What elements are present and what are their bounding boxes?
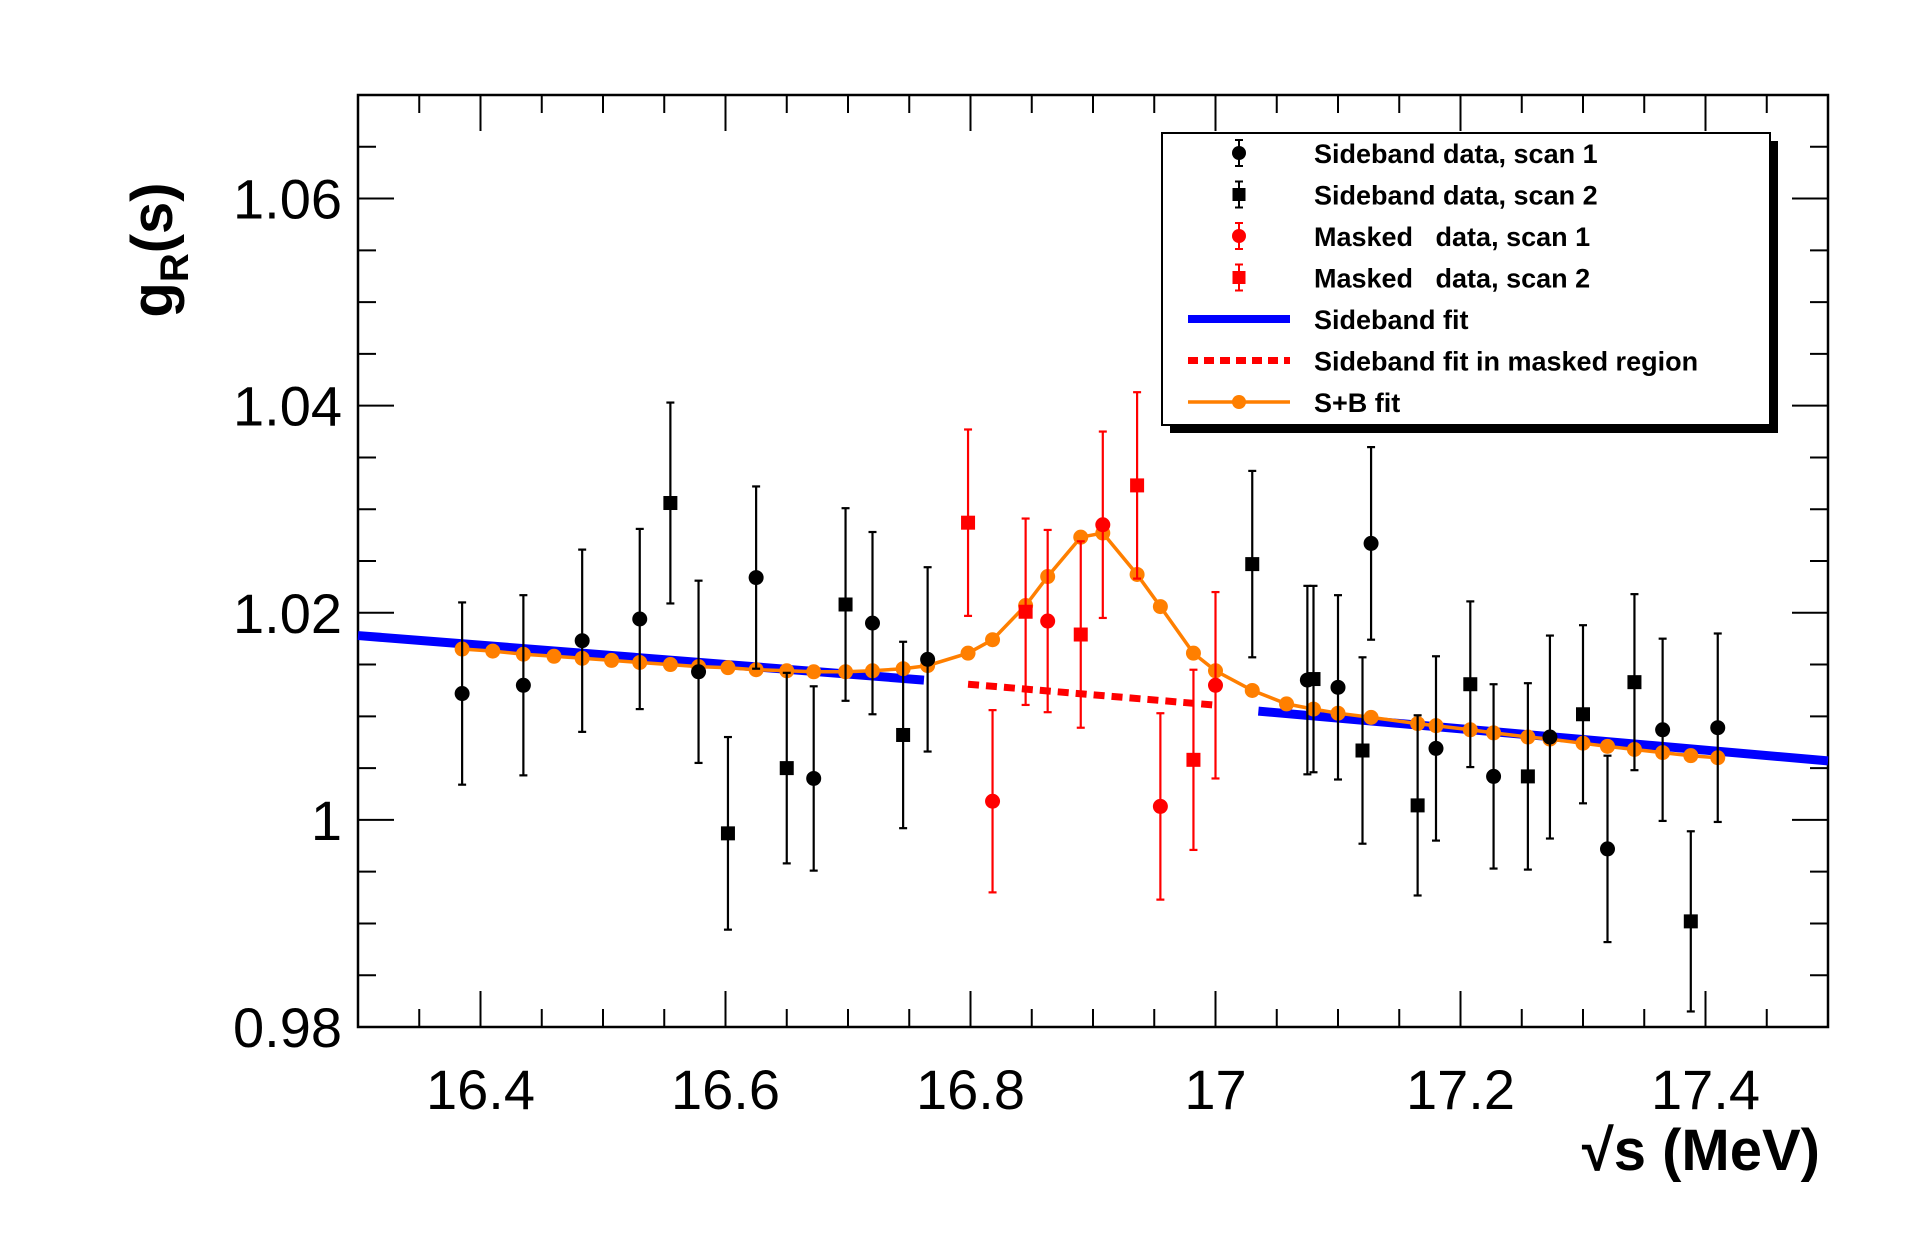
data-point-square (838, 597, 853, 612)
legend-marker-square (1232, 188, 1246, 201)
legend-box (1161, 132, 1771, 426)
data-point-circle (1600, 841, 1615, 857)
sb-fit-point (1279, 696, 1295, 712)
sb-fit-line (461, 531, 1718, 760)
data-point-square (663, 496, 678, 511)
legend-label: Masked data, scan 1 (1314, 222, 1590, 252)
data-point-circle (1208, 677, 1223, 693)
sb-fit-point (604, 652, 620, 668)
sb-fit-point (1683, 748, 1699, 764)
legend-marker-square (1232, 271, 1246, 284)
y-tick-label: 1.02 (233, 582, 342, 645)
y-axis-title: gR(s) (120, 182, 197, 317)
sb-fit-point (960, 645, 976, 661)
sb-fit-point (1363, 709, 1379, 725)
data-point-square (896, 727, 911, 742)
data-points (454, 391, 1726, 1013)
x-tick-label: 16.6 (671, 1058, 780, 1121)
y-axis-title-main: g (120, 282, 185, 317)
data-point-square (1130, 478, 1145, 493)
x-tick-label: 16.4 (426, 1058, 535, 1121)
data-point-circle (985, 793, 1001, 809)
axis-labels: √s (MeV) gR(s) (120, 182, 1820, 1183)
sb-fit-point (662, 657, 678, 673)
data-point-circle (1655, 722, 1671, 738)
legend-label: Sideband fit in masked region (1314, 347, 1698, 377)
data-point-circle (1542, 729, 1558, 745)
legend: Sideband data, scan 1 Sideband data, scan… (1161, 132, 1778, 433)
data-point-circle (691, 664, 707, 680)
data-point-circle (748, 570, 764, 586)
x-tick-label: 17 (1184, 1058, 1246, 1121)
legend-marker-circle (1232, 395, 1246, 409)
data-point-circle (574, 633, 590, 649)
data-point-circle (1152, 798, 1168, 814)
sb-fit-point (720, 660, 736, 676)
y-axis-title-sub: R (153, 253, 197, 282)
sb-fit-point (1600, 738, 1615, 754)
data-point-circle (1486, 768, 1502, 784)
data-point-square (1245, 557, 1260, 572)
x-tick-label: 17.4 (1651, 1058, 1760, 1121)
sb-fit-point (779, 663, 795, 679)
data-point-square (1463, 677, 1478, 692)
y-tick-label: 0.98 (233, 996, 342, 1059)
data-point-square (1576, 707, 1590, 722)
data-point-square (1627, 675, 1642, 690)
data-point-circle (1330, 679, 1346, 695)
legend-label: Sideband data, scan 1 (1314, 139, 1598, 169)
data-point-circle (865, 615, 880, 631)
data-point-circle (632, 611, 648, 627)
sb-fit-point (546, 648, 562, 664)
data-point-square (720, 826, 735, 841)
y-tick-label: 1.04 (233, 375, 342, 438)
x-tick-label: 16.8 (916, 1058, 1025, 1121)
legend-label: S+B fit (1314, 388, 1400, 418)
legend-label: Sideband fit (1314, 305, 1469, 335)
data-point-square (779, 761, 794, 776)
y-tick-label: 1 (311, 789, 342, 852)
data-point-circle (920, 651, 936, 667)
data-point-square (1683, 914, 1698, 929)
data-point-circle (806, 770, 822, 786)
data-point-circle (515, 677, 531, 693)
x-tick-label: 17.2 (1406, 1058, 1515, 1121)
data-point-square (1073, 627, 1088, 642)
data-point-square (1520, 769, 1535, 784)
data-point-circle (1095, 517, 1111, 533)
legend-marker-circle (1232, 229, 1246, 243)
masked-fit-line (967, 680, 1214, 709)
legend-marker-circle (1232, 146, 1246, 160)
sb-fit-point (985, 632, 1001, 648)
data-point-square (1410, 798, 1425, 813)
data-point-square (1306, 672, 1321, 687)
y-tick-label: 1.06 (233, 168, 342, 231)
y-axis-title-suffix: (s) (120, 182, 185, 253)
sb-fit-point (1244, 682, 1260, 698)
sb-fit-point (1185, 645, 1201, 661)
data-point-circle (1040, 613, 1056, 629)
data-point-square (1018, 604, 1033, 619)
axis-ticks: 16.4 16.6 16.8 17 17.2 17.4 0.98 1 1.02 1.04 1.06 (233, 95, 1828, 1121)
data-point-circle (1428, 740, 1444, 756)
data-point-square (1355, 743, 1370, 758)
sb-fit-point (806, 664, 822, 680)
data-point-circle (454, 686, 470, 702)
data-point-circle (1710, 720, 1726, 736)
legend-label: Masked data, scan 2 (1314, 264, 1590, 294)
data-point-square (1186, 752, 1201, 767)
x-axis-title: √s (MeV) (1582, 1118, 1820, 1183)
data-point-square (961, 515, 976, 530)
sb-fit-point (1152, 599, 1168, 615)
data-point-circle (1363, 535, 1379, 551)
legend-label: Sideband data, scan 2 (1314, 181, 1598, 211)
sb-fit-point (485, 643, 501, 659)
